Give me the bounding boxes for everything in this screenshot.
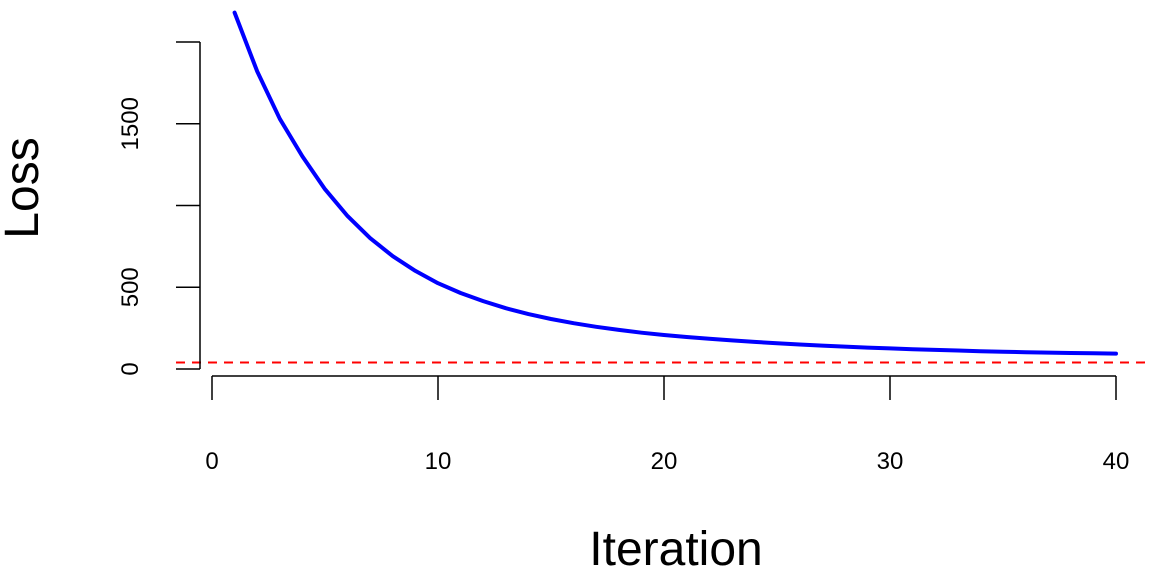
x-axis-title: Iteration	[589, 523, 762, 576]
x-tick-label: 10	[425, 448, 452, 475]
x-tick-label: 30	[877, 448, 904, 475]
y-axis-title: Loss	[0, 137, 49, 238]
y-tick-label: 500	[117, 267, 144, 307]
plot-layer	[176, 10, 1152, 364]
axes-layer: 0 500 1500 0 10 20 30 40	[117, 41, 1130, 475]
y-tick-label: 1500	[117, 97, 144, 150]
x-tick-label: 40	[1103, 448, 1130, 475]
y-tick-label: 0	[117, 362, 144, 375]
x-tick-label: 20	[651, 448, 678, 475]
x-tick-label: 0	[205, 448, 218, 475]
loss-series-line	[232, 10, 1118, 356]
